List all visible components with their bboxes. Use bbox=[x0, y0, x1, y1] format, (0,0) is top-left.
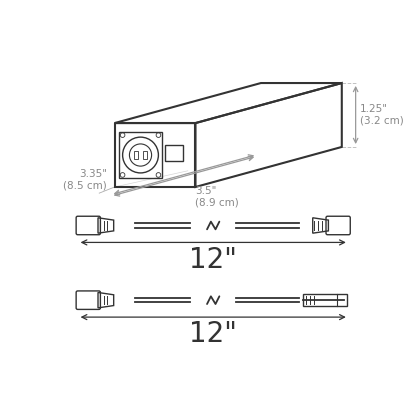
Bar bbox=[119, 132, 161, 178]
Bar bbox=[134, 151, 138, 159]
Text: 3.35"
(8.5 cm): 3.35" (8.5 cm) bbox=[63, 169, 107, 191]
Text: 3.5"
(8.9 cm): 3.5" (8.9 cm) bbox=[196, 186, 239, 208]
Bar bbox=[165, 146, 183, 161]
Text: 12": 12" bbox=[189, 320, 237, 348]
Text: 1.25"
(3.2 cm): 1.25" (3.2 cm) bbox=[359, 104, 403, 126]
Bar bbox=[143, 151, 147, 159]
Text: 12": 12" bbox=[189, 245, 237, 273]
Bar bbox=[302, 294, 347, 306]
